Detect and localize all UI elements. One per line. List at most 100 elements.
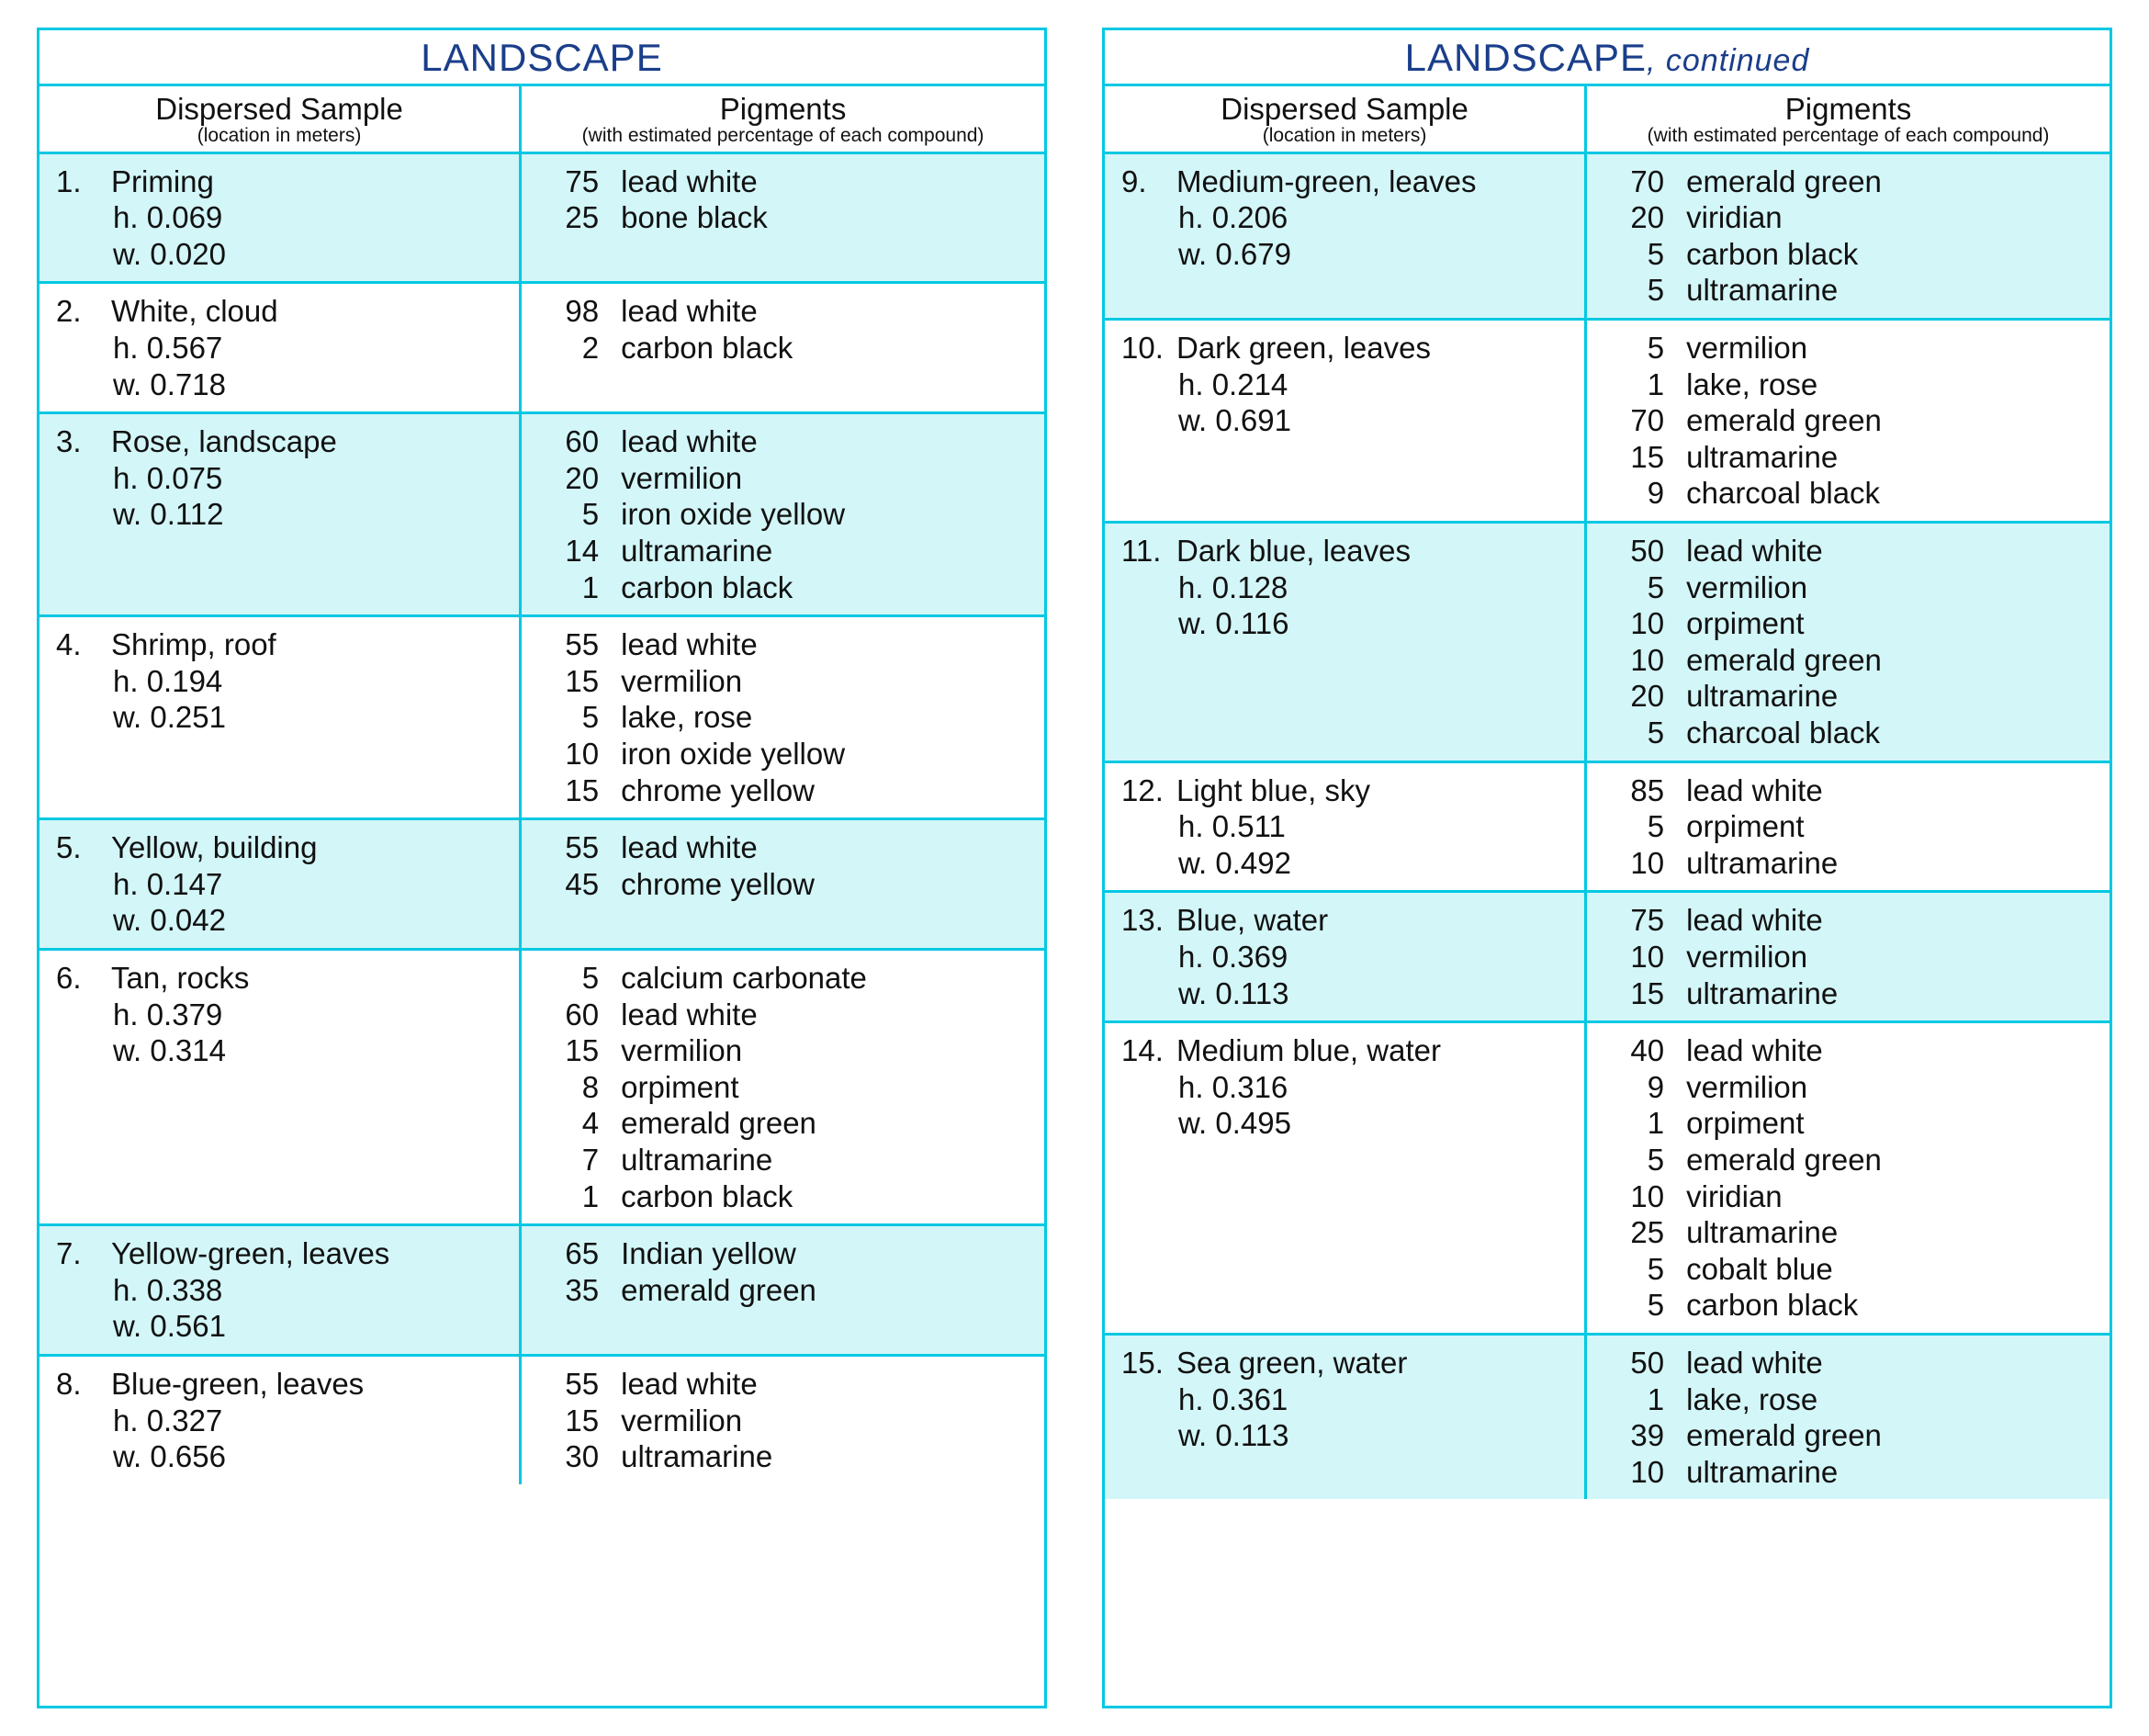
sample-name: Yellow-green, leaves — [111, 1235, 502, 1272]
pigment-cell: 70emerald green20viridian5carbon black5u… — [1587, 154, 2110, 318]
pigment-line: 5iron oxide yellow — [538, 496, 1028, 533]
table-row: 13.Blue, waterh. 0.369w. 0.11375lead whi… — [1105, 893, 2110, 1023]
pigment-line: 14ultramarine — [538, 533, 1028, 569]
pigment-line: 35emerald green — [538, 1272, 1028, 1309]
pigment-percent: 25 — [1603, 1214, 1686, 1251]
pigment-name: lake, rose — [1686, 1381, 2093, 1418]
pigment-percent: 55 — [538, 626, 621, 663]
header-pigments-main: Pigments — [1592, 94, 2104, 126]
table-title-text: LANDSCAPE — [421, 36, 662, 79]
pigment-percent: 98 — [538, 293, 621, 330]
pigment-line: 55lead white — [538, 1366, 1028, 1403]
pigment-percent: 4 — [538, 1105, 621, 1142]
sample-height: h. 0.147 — [56, 866, 502, 903]
pigment-line: 65Indian yellow — [538, 1235, 1028, 1272]
pigment-line: 15ultramarine — [1603, 439, 2093, 476]
pigment-percent: 5 — [1603, 272, 1686, 309]
table-header-row: Dispersed Sample (location in meters) Pi… — [39, 86, 1044, 154]
pigment-percent: 40 — [1603, 1032, 1686, 1069]
pigment-line: 10orpiment — [1603, 605, 2093, 642]
pigment-line: 75lead white — [538, 163, 1028, 200]
table-row: 9.Medium-green, leavesh. 0.206w. 0.67970… — [1105, 154, 2110, 321]
table-right: LANDSCAPE, continued Dispersed Sample (l… — [1102, 28, 2112, 1708]
pigment-name: vermilion — [621, 1403, 1028, 1439]
header-sample-sub: (location in meters) — [45, 126, 513, 146]
pigment-line: 10iron oxide yellow — [538, 736, 1028, 772]
pigment-percent: 14 — [538, 533, 621, 569]
pigment-cell: 55lead white15vermilion5lake, rose10iron… — [522, 617, 1044, 817]
sample-name: Shrimp, roof — [111, 626, 502, 663]
pigment-percent: 5 — [1603, 715, 1686, 751]
sample-cell: 13.Blue, waterh. 0.369w. 0.113 — [1105, 893, 1587, 1020]
pigment-line: 55lead white — [538, 829, 1028, 866]
pigment-line: 7ultramarine — [538, 1142, 1028, 1178]
pigment-name: ultramarine — [1686, 1454, 2093, 1491]
pigment-line: 25ultramarine — [1603, 1214, 2093, 1251]
table-title-left: LANDSCAPE — [39, 30, 1044, 86]
pigment-name: carbon black — [1686, 1287, 2093, 1324]
table-row: 2.White, cloudh. 0.567w. 0.71898lead whi… — [39, 284, 1044, 414]
pigment-name: lake, rose — [1686, 366, 2093, 403]
pigment-name: charcoal black — [1686, 475, 2093, 512]
pigment-cell: 50lead white5vermilion10orpiment10emeral… — [1587, 524, 2110, 761]
sample-width: w. 0.679 — [1121, 236, 1568, 273]
pigment-name: orpiment — [1686, 1105, 2093, 1142]
pigment-line: 70emerald green — [1603, 402, 2093, 439]
table-title-right: LANDSCAPE, continued — [1105, 30, 2110, 86]
table-row: 4.Shrimp, roofh. 0.194w. 0.25155lead whi… — [39, 617, 1044, 820]
pigment-percent: 7 — [538, 1142, 621, 1178]
pigment-line: 15chrome yellow — [538, 772, 1028, 809]
sample-height: h. 0.361 — [1121, 1381, 1568, 1418]
pigment-name: orpiment — [621, 1069, 1028, 1106]
pigment-name: lead white — [621, 1366, 1028, 1403]
pigment-percent: 5 — [538, 699, 621, 736]
table-row: 15.Sea green, waterh. 0.361w. 0.11350lea… — [1105, 1336, 2110, 1499]
pigment-name: viridian — [1686, 199, 2093, 236]
table-row: 11.Dark blue, leavesh. 0.128w. 0.11650le… — [1105, 524, 2110, 763]
sample-width: w. 0.691 — [1121, 402, 1568, 439]
pigment-percent: 5 — [538, 960, 621, 997]
header-pigments-main: Pigments — [527, 94, 1039, 126]
sample-number: 15. — [1121, 1345, 1176, 1381]
pigment-line: 60lead white — [538, 423, 1028, 460]
pigment-line: 70emerald green — [1603, 163, 2093, 200]
sample-height: h. 0.379 — [56, 997, 502, 1033]
pigment-percent: 30 — [538, 1438, 621, 1475]
pigment-line: 10vermilion — [1603, 939, 2093, 975]
sample-width: w. 0.112 — [56, 496, 502, 533]
table-left-rows: 1.Primingh. 0.069w. 0.02075lead white25b… — [39, 154, 1044, 1706]
pigment-percent: 20 — [1603, 678, 1686, 715]
sample-height: h. 0.075 — [56, 460, 502, 497]
pigment-name: emerald green — [1686, 642, 2093, 679]
pigment-name: orpiment — [1686, 808, 2093, 845]
pigment-line: 5calcium carbonate — [538, 960, 1028, 997]
pigment-name: ultramarine — [1686, 845, 2093, 882]
pigment-cell: 60lead white20vermilion5iron oxide yello… — [522, 414, 1044, 614]
sample-number: 13. — [1121, 902, 1176, 939]
pigment-percent: 75 — [538, 163, 621, 200]
page: LANDSCAPE Dispersed Sample (location in … — [0, 0, 2149, 1736]
sample-name: Sea green, water — [1176, 1345, 1568, 1381]
pigment-name: iron oxide yellow — [621, 496, 1028, 533]
pigment-name: ultramarine — [1686, 1214, 2093, 1251]
pigment-percent: 10 — [1603, 1178, 1686, 1215]
pigment-percent: 5 — [1603, 1287, 1686, 1324]
table-row: 6.Tan, rocksh. 0.379w. 0.3145calcium car… — [39, 951, 1044, 1226]
pigment-cell: 65Indian yellow35emerald green — [522, 1226, 1044, 1354]
pigment-name: lake, rose — [621, 699, 1028, 736]
table-title-continued: , continued — [1647, 43, 1809, 78]
sample-cell: 7.Yellow-green, leavesh. 0.338w. 0.561 — [39, 1226, 522, 1354]
pigment-percent: 15 — [538, 1403, 621, 1439]
pigment-name: emerald green — [621, 1105, 1028, 1142]
pigment-name: emerald green — [1686, 402, 2093, 439]
sample-name: Priming — [111, 163, 502, 200]
sample-name: White, cloud — [111, 293, 502, 330]
sample-width: w. 0.495 — [1121, 1105, 1568, 1142]
pigment-percent: 20 — [1603, 199, 1686, 236]
pigment-name: lead white — [1686, 1345, 2093, 1381]
pigment-percent: 1 — [538, 569, 621, 606]
pigment-percent: 15 — [1603, 439, 1686, 476]
pigment-name: lead white — [621, 997, 1028, 1033]
pigment-cell: 55lead white45chrome yellow — [522, 820, 1044, 948]
sample-number: 1. — [56, 163, 111, 200]
